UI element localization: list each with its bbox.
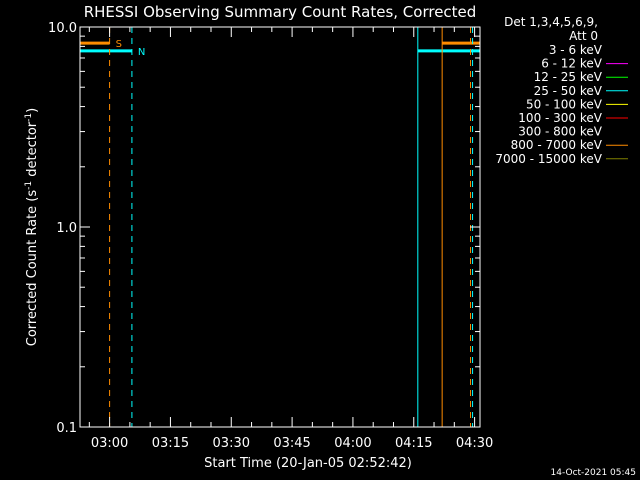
x-axis-label: Start Time (20-Jan-05 02:52:42) (204, 456, 412, 471)
y-axis-label-sup: -1 (24, 181, 34, 190)
y-axis-ticks: 0.1 1.0 10.0 (48, 21, 480, 436)
x-tick-label-0: 03:00 (91, 436, 128, 451)
legend-label-3: 25 - 50 keV (534, 84, 603, 98)
y-axis-label-mid: detector (25, 121, 40, 181)
legend-label-8: 7000 - 15000 keV (495, 152, 602, 166)
legend-label-6: 300 - 800 keV (518, 125, 602, 139)
x-tick-label-4: 04:00 (334, 436, 371, 451)
x-tick-label-5: 04:15 (395, 436, 432, 451)
y-tick-label-2: 10.0 (48, 21, 77, 36)
x-tick-label-3: 03:45 (273, 436, 310, 451)
y-axis-label-part: Corrected Count Rate (s (25, 190, 40, 347)
date-stamp: 14-Oct-2021 05:45 (551, 468, 636, 478)
x-tick-label-6: 04:30 (456, 436, 493, 451)
legend-label-1: 6 - 12 keV (541, 57, 603, 71)
x-tick-label-2: 03:30 (213, 436, 250, 451)
y-axis-label: Corrected Count Rate (s-1 detector-1) (24, 108, 40, 346)
legend-label-5: 100 - 300 keV (518, 111, 602, 125)
plot-frame (79, 26, 481, 428)
chart-title: RHESSI Observing Summary Count Rates, Co… (84, 3, 477, 21)
legend-label-7: 800 - 7000 keV (511, 138, 603, 152)
y-axis-label-sup2: -1 (24, 113, 34, 122)
vertical-markers-group (109, 27, 474, 427)
y-axis-label-end: ) (25, 108, 40, 113)
y-tick-label-1: 1.0 (56, 221, 77, 236)
legend-label-2: 12 - 25 keV (534, 70, 603, 84)
y-tick-label-0: 0.1 (56, 421, 77, 436)
legend-header-line-2: Att 0 (569, 29, 598, 43)
x-axis-ticks: 03:00 03:15 03:30 03:45 04:00 04:15 04:30 (88, 27, 493, 451)
flag-bars-group: SN (80, 39, 480, 58)
legend-label-0: 3 - 6 keV (549, 43, 603, 57)
flag-label-s: S (116, 39, 122, 50)
flag-label-n: N (138, 47, 145, 58)
legend-label-4: 50 - 100 keV (526, 97, 603, 111)
x-tick-label-1: 03:15 (152, 436, 189, 451)
legend-header-line-1: Det 1,3,4,5,6,9, (504, 15, 598, 29)
